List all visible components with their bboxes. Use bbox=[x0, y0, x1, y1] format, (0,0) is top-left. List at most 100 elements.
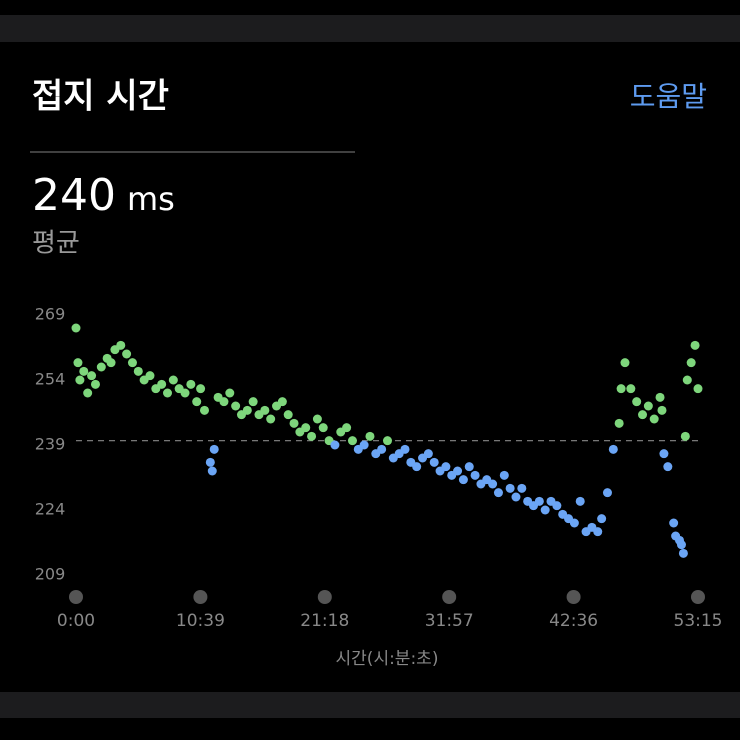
x-tick-label: 31:57 bbox=[425, 611, 474, 631]
summary-label: 평균 bbox=[32, 229, 80, 259]
point bbox=[608, 444, 618, 454]
x-tick-dot bbox=[691, 590, 705, 604]
point bbox=[79, 366, 89, 376]
point bbox=[638, 410, 648, 420]
point bbox=[614, 418, 624, 428]
point bbox=[678, 548, 688, 558]
x-tick-dot bbox=[442, 590, 457, 604]
point bbox=[330, 440, 340, 450]
point bbox=[680, 431, 690, 441]
point bbox=[412, 462, 422, 472]
point bbox=[616, 384, 626, 394]
point bbox=[242, 405, 252, 415]
point bbox=[663, 462, 673, 472]
summary-unit: ms bbox=[127, 180, 175, 218]
point bbox=[307, 431, 317, 441]
point bbox=[517, 483, 527, 493]
x-tick-label: 53:15 bbox=[674, 611, 723, 631]
point bbox=[145, 371, 155, 381]
point bbox=[593, 527, 603, 537]
point bbox=[162, 388, 172, 398]
point bbox=[266, 414, 276, 424]
point bbox=[127, 358, 137, 368]
point bbox=[493, 488, 503, 498]
point bbox=[347, 436, 357, 446]
point bbox=[365, 431, 375, 441]
point bbox=[180, 388, 190, 398]
point bbox=[122, 349, 132, 359]
top-strip bbox=[0, 15, 740, 42]
point bbox=[620, 358, 630, 368]
point bbox=[400, 444, 410, 454]
point bbox=[552, 501, 562, 511]
y-tick-label: 239 bbox=[35, 435, 66, 454]
point bbox=[196, 384, 206, 394]
point bbox=[626, 384, 636, 394]
point bbox=[690, 340, 700, 350]
point bbox=[657, 405, 667, 415]
point bbox=[649, 414, 659, 424]
x-tick-label: 21:18 bbox=[300, 611, 349, 631]
point bbox=[499, 470, 509, 480]
point bbox=[219, 397, 229, 407]
point bbox=[659, 449, 669, 459]
point bbox=[359, 440, 369, 450]
point bbox=[464, 462, 474, 472]
point bbox=[133, 366, 143, 376]
point bbox=[90, 379, 100, 389]
point bbox=[260, 405, 270, 415]
point bbox=[231, 401, 241, 411]
point bbox=[225, 388, 235, 398]
point bbox=[429, 457, 439, 467]
point bbox=[312, 414, 322, 424]
point bbox=[470, 470, 480, 480]
point bbox=[301, 423, 311, 433]
point bbox=[116, 340, 126, 350]
point bbox=[676, 540, 686, 550]
point bbox=[511, 492, 521, 502]
help-link[interactable]: 도움말 bbox=[630, 80, 707, 113]
point bbox=[205, 457, 215, 467]
x-tick-dot bbox=[193, 590, 208, 604]
point bbox=[209, 444, 219, 454]
x-axis-title: 시간(시:분:초) bbox=[336, 649, 439, 669]
point bbox=[632, 397, 642, 407]
point bbox=[318, 423, 328, 433]
point bbox=[75, 375, 85, 385]
point bbox=[157, 379, 167, 389]
x-tick-label: 42:36 bbox=[549, 611, 598, 631]
y-tick-label: 224 bbox=[35, 500, 66, 519]
point bbox=[441, 462, 451, 472]
point bbox=[87, 371, 97, 381]
point bbox=[569, 518, 579, 528]
x-tick-label: 0:00 bbox=[57, 611, 95, 631]
point bbox=[534, 496, 544, 506]
point bbox=[575, 496, 585, 506]
point bbox=[488, 479, 498, 489]
point bbox=[199, 405, 209, 415]
bottom-strip bbox=[0, 692, 740, 718]
point bbox=[207, 466, 217, 476]
point bbox=[453, 466, 463, 476]
point bbox=[693, 384, 703, 394]
point bbox=[277, 397, 287, 407]
point bbox=[73, 358, 83, 368]
point bbox=[643, 401, 653, 411]
point bbox=[71, 323, 81, 333]
point bbox=[540, 505, 550, 515]
point bbox=[283, 410, 293, 420]
point bbox=[686, 358, 696, 368]
point bbox=[423, 449, 433, 459]
point bbox=[168, 375, 178, 385]
point bbox=[106, 358, 116, 368]
summary-value: 240 bbox=[32, 170, 116, 221]
point bbox=[602, 488, 612, 498]
x-tick-dot bbox=[566, 590, 581, 604]
y-tick-label: 269 bbox=[35, 305, 66, 324]
y-tick-label: 209 bbox=[35, 565, 66, 584]
point bbox=[83, 388, 93, 398]
x-tick-dot bbox=[317, 590, 332, 604]
point bbox=[96, 362, 106, 372]
point bbox=[655, 392, 665, 402]
